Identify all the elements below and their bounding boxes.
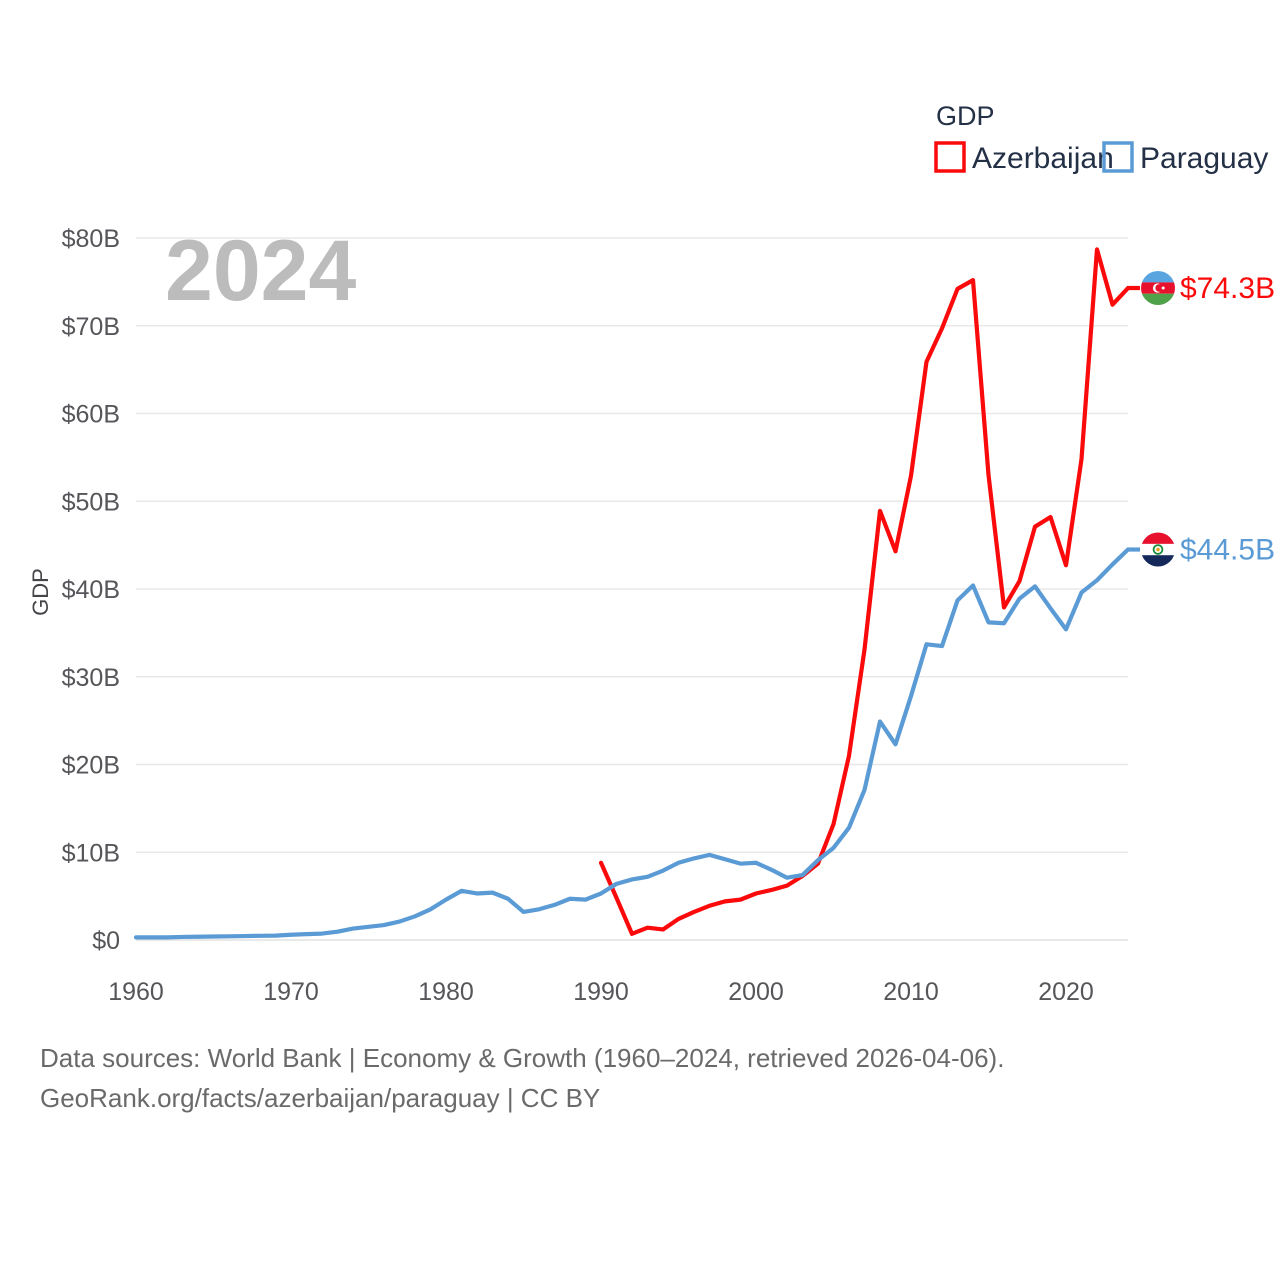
series-lines bbox=[133, 247, 1131, 940]
legend: GDP Azerbaijan Paraguay bbox=[934, 101, 1268, 175]
legend-item-paraguay[interactable]: Paraguay bbox=[1102, 141, 1268, 175]
x-tick-label: 2000 bbox=[728, 978, 784, 1006]
y-tick-label: $70B bbox=[62, 313, 120, 341]
flag-badge-azerbaijan bbox=[1141, 271, 1175, 306]
series-line-paraguay bbox=[133, 547, 1131, 940]
end-value-label-paraguay: $44.5B bbox=[1180, 534, 1275, 567]
y-tick-label: $30B bbox=[62, 664, 120, 692]
y-axis-title: GDP bbox=[28, 568, 53, 616]
flag-badge-paraguay bbox=[1141, 532, 1175, 567]
legend-swatch-azerbaijan bbox=[934, 141, 966, 173]
gridlines bbox=[136, 237, 1128, 941]
x-tick-label: 2020 bbox=[1038, 978, 1094, 1006]
year-watermark: 2024 bbox=[165, 223, 356, 319]
end-markers: $74.3B $44.5B bbox=[1128, 271, 1275, 567]
series-line-azerbaijan bbox=[598, 247, 1131, 936]
legend-label-paraguay: Paraguay bbox=[1140, 142, 1268, 175]
end-value-label-azerbaijan: $74.3B bbox=[1180, 272, 1275, 305]
legend-label-azerbaijan: Azerbaijan bbox=[972, 142, 1114, 175]
y-tick-label: $60B bbox=[62, 401, 120, 429]
x-tick-label: 1980 bbox=[418, 978, 474, 1006]
x-tick-label: 1990 bbox=[573, 978, 629, 1006]
footer: Data sources: World Bank | Economy & Gro… bbox=[40, 1038, 1240, 1119]
footer-line-1: Data sources: World Bank | Economy & Gro… bbox=[40, 1043, 1005, 1073]
legend-item-azerbaijan[interactable]: Azerbaijan bbox=[934, 141, 1114, 175]
y-tick-label: $50B bbox=[62, 488, 120, 516]
x-tick-label: 1960 bbox=[108, 978, 164, 1006]
y-tick-label: $20B bbox=[62, 752, 120, 780]
legend-swatch-paraguay bbox=[1102, 141, 1134, 173]
x-tick-label: 1970 bbox=[263, 978, 319, 1006]
y-tick-label: $80B bbox=[62, 225, 120, 253]
y-tick-label: $0 bbox=[92, 927, 120, 955]
footer-line-2: GeoRank.org/facts/azerbaijan/paraguay | … bbox=[40, 1083, 601, 1114]
y-tick-label: $10B bbox=[62, 839, 120, 867]
y-tick-label: $40B bbox=[62, 576, 120, 604]
y-axis-ticks: $0 $10B $20B $30B $40B $50B $60B $70B $80B bbox=[62, 225, 120, 955]
legend-title: GDP bbox=[936, 101, 995, 131]
x-tick-label: 2010 bbox=[883, 978, 939, 1006]
x-axis-ticks: 1960 1970 1980 1990 2000 2010 2020 bbox=[108, 978, 1094, 1006]
